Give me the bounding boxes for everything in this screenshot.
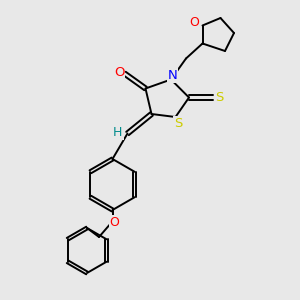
Text: N: N [168,69,177,82]
Text: O: O [110,216,119,229]
Text: O: O [189,16,199,29]
Text: S: S [174,117,183,130]
Text: O: O [114,65,124,79]
Text: S: S [215,91,224,104]
Text: H: H [113,125,123,139]
